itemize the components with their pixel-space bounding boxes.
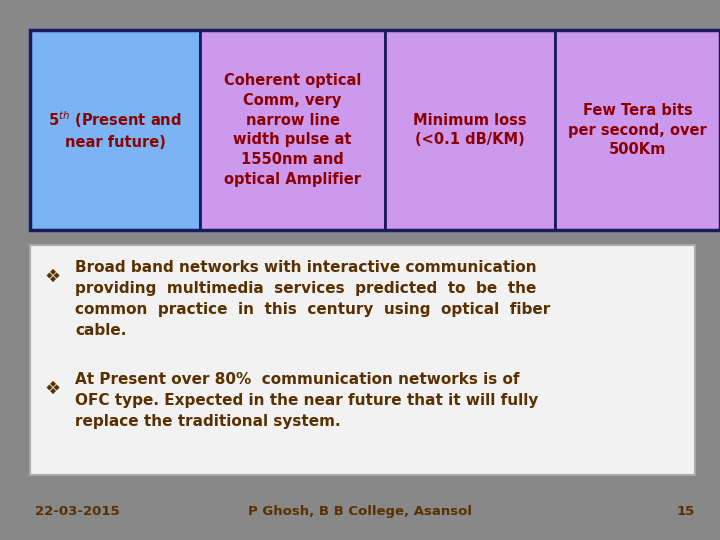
Text: 15: 15 [677, 505, 695, 518]
Text: At Present over 80%  communication networks is of
OFC type. Expected in the near: At Present over 80% communication networ… [75, 372, 539, 429]
Text: 22-03-2015: 22-03-2015 [35, 505, 120, 518]
FancyBboxPatch shape [30, 245, 695, 475]
Text: ❖: ❖ [45, 268, 61, 286]
Text: ❖: ❖ [45, 380, 61, 398]
Text: Broad band networks with interactive communication
providing  multimedia  servic: Broad band networks with interactive com… [75, 260, 550, 338]
Text: 5$^{th}$ (Present and
near future): 5$^{th}$ (Present and near future) [48, 110, 181, 150]
Text: Few Tera bits
per second, over
500Km: Few Tera bits per second, over 500Km [568, 103, 707, 157]
FancyBboxPatch shape [555, 30, 720, 230]
Text: Minimum loss
(<0.1 dB/KM): Minimum loss (<0.1 dB/KM) [413, 113, 527, 147]
FancyBboxPatch shape [30, 30, 200, 230]
FancyBboxPatch shape [385, 30, 555, 230]
Text: P Ghosh, B B College, Asansol: P Ghosh, B B College, Asansol [248, 505, 472, 518]
Text: Coherent optical
Comm, very
narrow line
width pulse at
1550nm and
optical Amplif: Coherent optical Comm, very narrow line … [224, 73, 361, 187]
FancyBboxPatch shape [200, 30, 385, 230]
